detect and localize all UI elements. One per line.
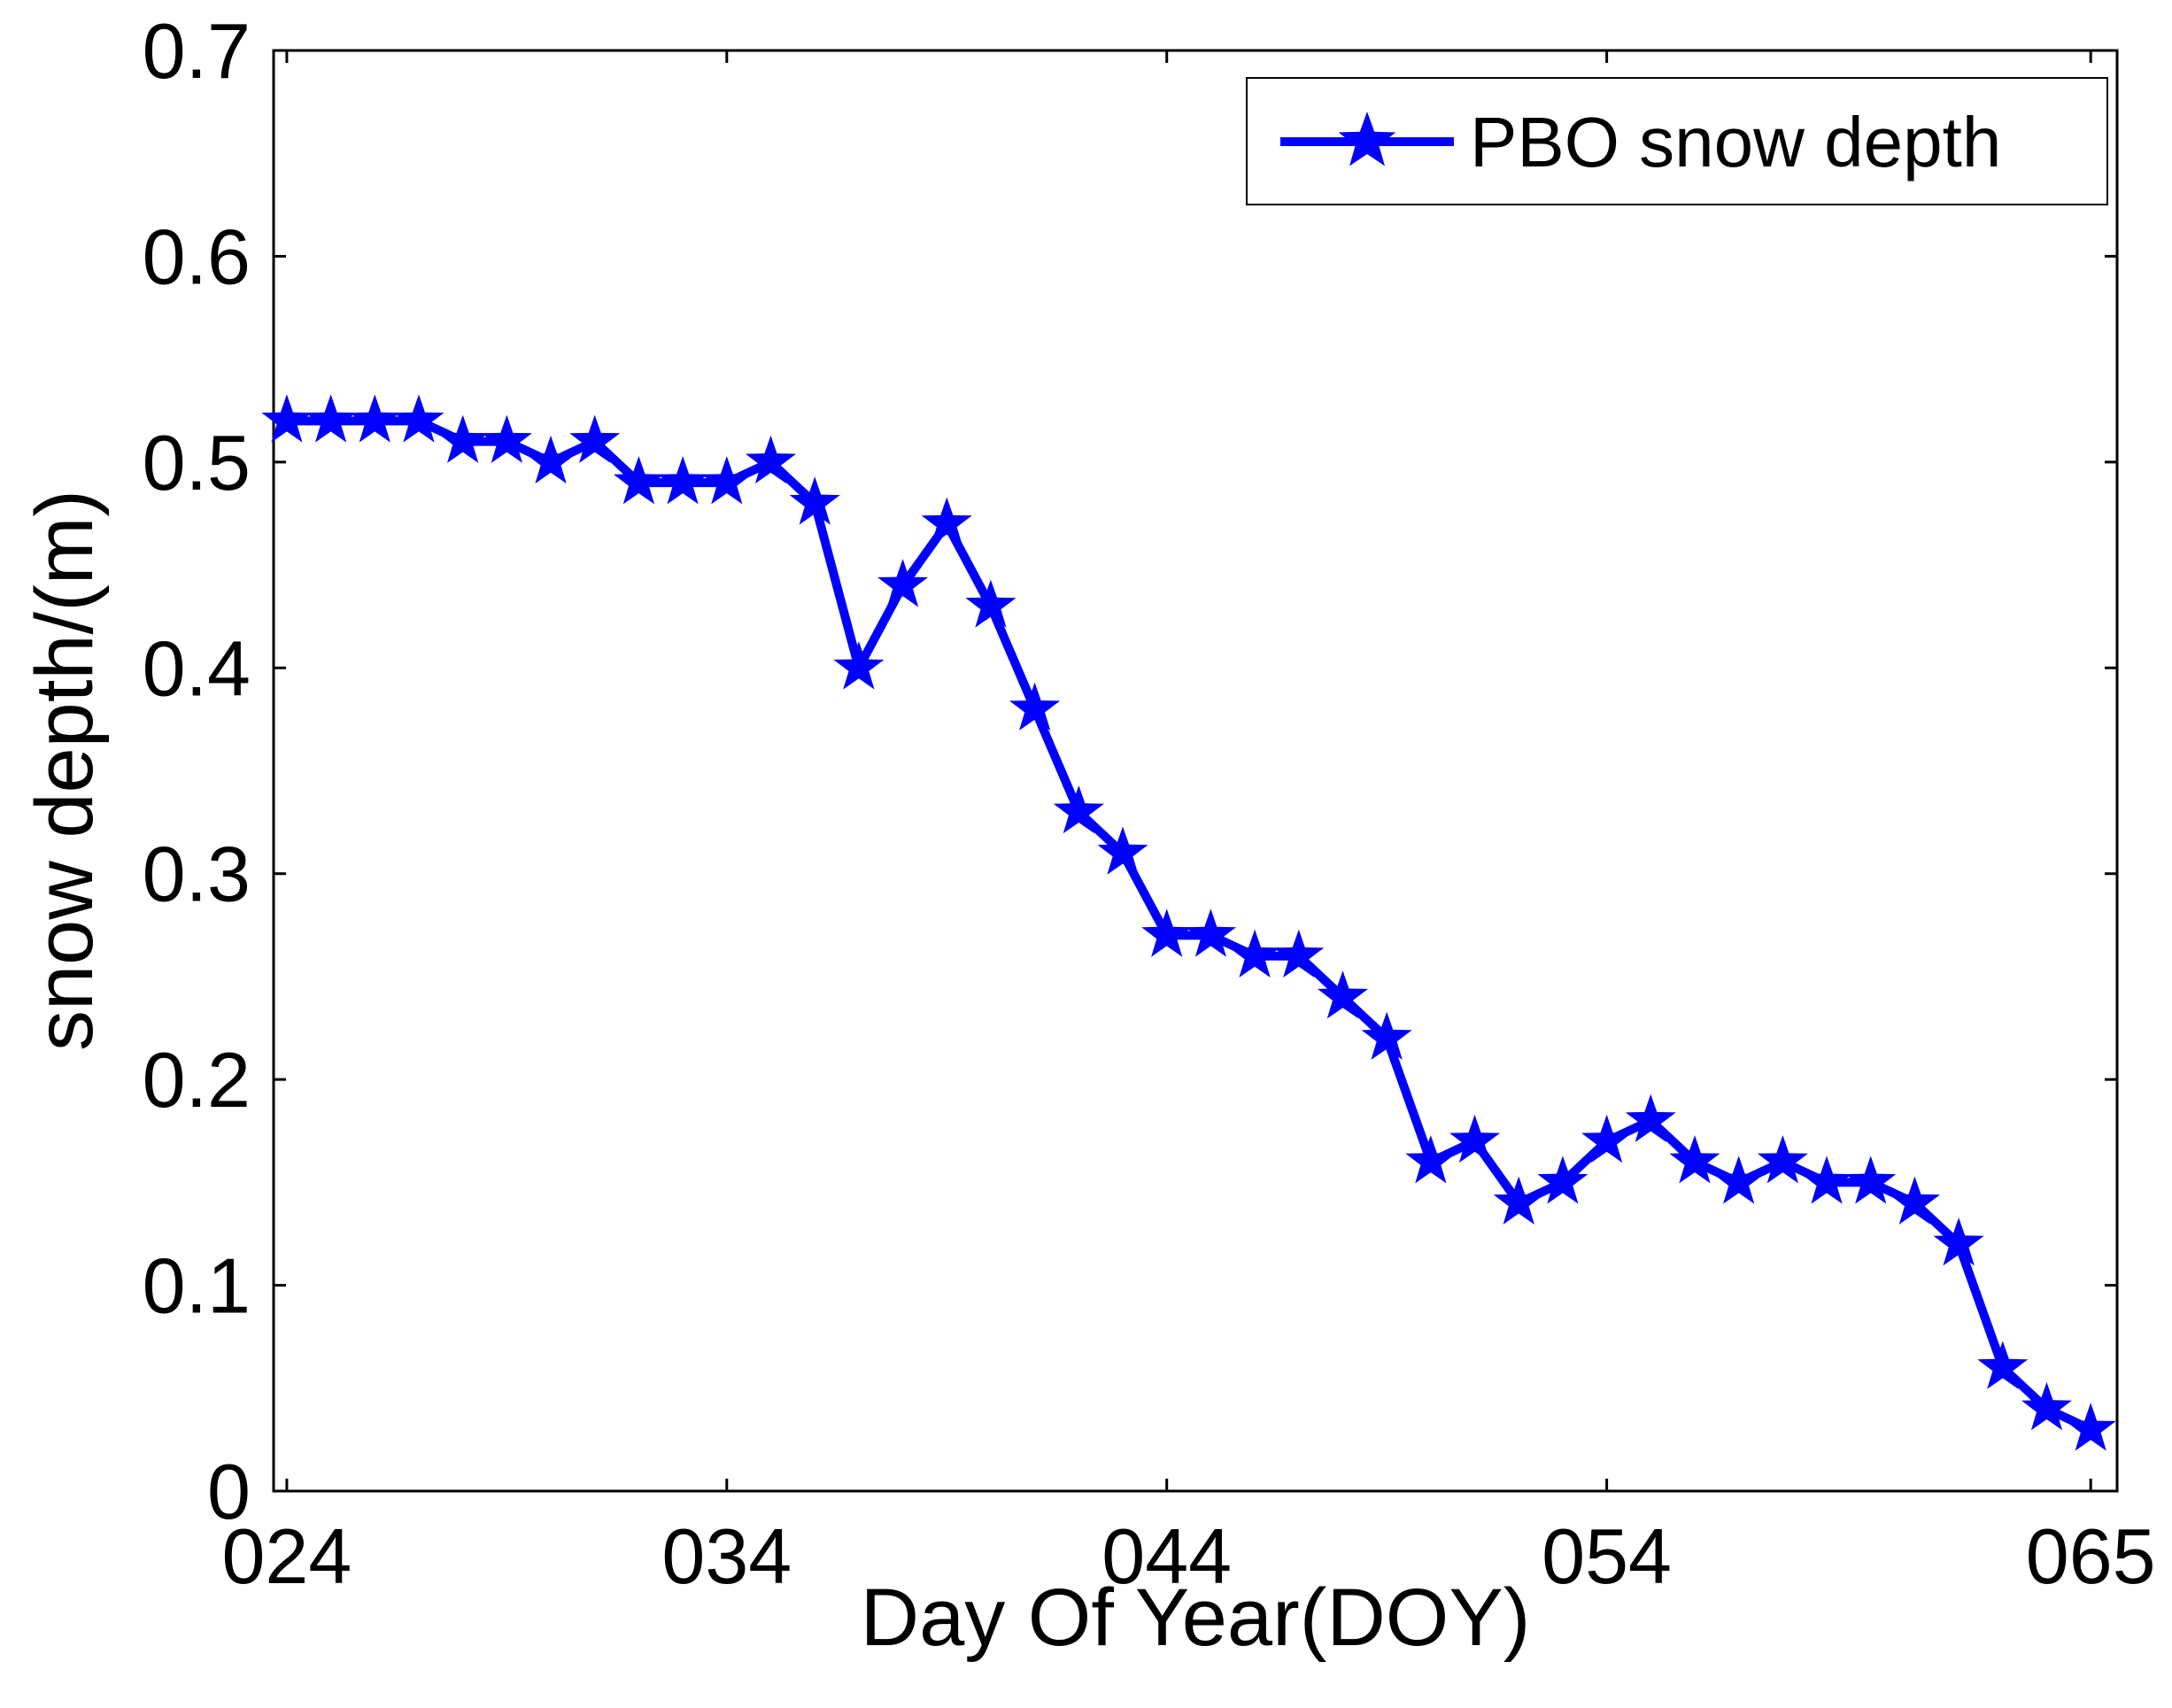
data-point-star <box>1537 1155 1588 1204</box>
x-tick-label: 054 <box>1542 1512 1672 1600</box>
plot-area <box>272 49 2119 1493</box>
data-point-star <box>2021 1382 2072 1431</box>
data-point-star <box>877 559 929 607</box>
data-point-star <box>1229 929 1280 978</box>
data-point-star <box>833 641 885 690</box>
y-tick-label: 0.3 <box>143 831 251 918</box>
data-point-star <box>1361 1011 1412 1060</box>
x-axis-title: Day Of Year(DOY) <box>861 1573 1531 1663</box>
data-point-star <box>1449 1114 1501 1163</box>
data-point-star <box>1977 1341 2029 1389</box>
series-layer <box>261 394 2116 1451</box>
data-point-star <box>1845 1155 1897 1204</box>
data-point-star <box>481 414 532 463</box>
y-tick-labels: 0 0.1 0.2 0.3 0.4 0.5 0.6 0.7 <box>143 7 251 1535</box>
x-tick-labels: 024 034 044 054 065 <box>221 1512 2155 1600</box>
data-point-star <box>1713 1155 1765 1204</box>
data-point-star <box>921 497 972 545</box>
data-point-star <box>1933 1217 1984 1266</box>
legend: PBO snow depth <box>1246 77 2108 205</box>
data-point-star <box>569 414 621 463</box>
y-tick-label: 0.6 <box>143 213 251 300</box>
legend-star-marker <box>1338 112 1396 166</box>
data-point-star <box>1801 1155 1852 1204</box>
data-point-star <box>1097 826 1148 875</box>
data-point-star <box>393 394 444 443</box>
data-point-star <box>437 414 489 463</box>
x-tick-label: 044 <box>1101 1512 1232 1600</box>
data-point-star <box>965 579 1016 628</box>
data-point-star <box>1625 1094 1676 1142</box>
data-point-star <box>1141 908 1193 957</box>
data-point-star <box>1185 908 1236 957</box>
y-tick-label: 0 <box>207 1448 251 1535</box>
data-point-star <box>305 394 357 443</box>
data-point-star <box>1757 1135 1808 1184</box>
data-point-star <box>1273 929 1325 978</box>
data-point-star <box>349 394 400 443</box>
data-point-star <box>746 435 796 484</box>
data-point-star <box>1053 785 1104 834</box>
y-tick-label: 0.4 <box>143 624 251 712</box>
data-point-star <box>261 394 313 443</box>
x-tick-label: 024 <box>221 1512 352 1600</box>
data-point-star <box>1581 1114 1633 1163</box>
data-point-star <box>701 456 753 505</box>
data-point-star <box>613 456 664 505</box>
y-tick-label: 0.2 <box>143 1036 251 1124</box>
y-tick-label: 0.1 <box>143 1242 251 1330</box>
y-tick-label: 0.7 <box>143 7 251 95</box>
data-point-star <box>1669 1135 1720 1184</box>
data-point-star <box>1009 682 1061 730</box>
data-point-star <box>1889 1176 1940 1225</box>
data-point-star <box>1317 970 1368 1019</box>
data-point-star <box>1493 1176 1544 1225</box>
data-point-star <box>525 435 576 484</box>
axis-ticks <box>274 49 2117 1493</box>
data-point-star <box>789 476 840 525</box>
data-point-star <box>657 456 708 505</box>
data-point-star <box>1405 1135 1457 1184</box>
y-axis-title: snow depth/(m) <box>19 490 110 1051</box>
x-tick-label: 065 <box>2026 1512 2156 1600</box>
x-tick-label: 034 <box>661 1512 792 1600</box>
y-tick-label: 0.5 <box>143 419 251 506</box>
legend-label: PBO snow depth <box>1470 103 2001 182</box>
data-point-star <box>2065 1403 2116 1451</box>
